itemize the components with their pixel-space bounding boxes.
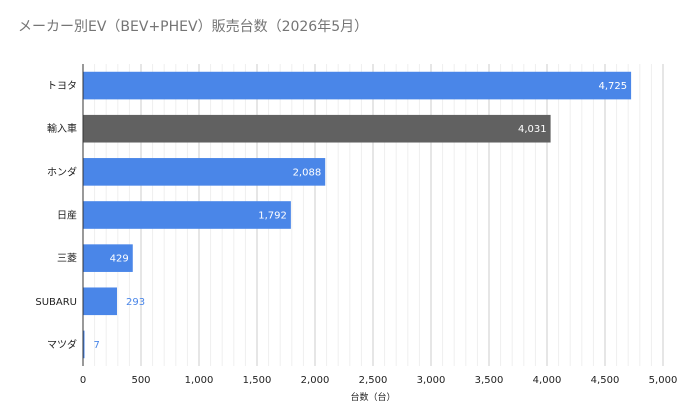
bar <box>83 330 85 359</box>
category-label: 日産 <box>57 209 77 222</box>
x-tick-label: 2,000 <box>301 375 330 386</box>
x-tick-label: 4,000 <box>533 375 562 386</box>
x-tick-label: 2,500 <box>359 375 388 386</box>
x-tick-label: 4,500 <box>591 375 620 386</box>
category-label: SUBARU <box>35 297 77 308</box>
x-tick-label: 500 <box>131 375 150 386</box>
bar <box>83 158 326 186</box>
data-label: 429 <box>110 254 129 265</box>
chart-title: メーカー別EV（BEV+PHEV）販売台数（2026年5月） <box>18 19 369 35</box>
x-axis-label: 台数（台） <box>350 391 395 403</box>
bar <box>83 201 291 229</box>
bar <box>83 287 117 316</box>
category-label: 輸入車 <box>47 122 77 135</box>
x-tick-label: 1,000 <box>185 375 214 386</box>
category-label: ホンダ <box>47 165 77 178</box>
bar <box>83 244 133 272</box>
bar <box>83 71 632 100</box>
category-label: マツダ <box>47 338 77 351</box>
category-label: 三菱 <box>57 253 77 265</box>
x-tick-label: 1,500 <box>243 375 272 386</box>
data-label: 7 <box>94 340 100 351</box>
bar <box>83 114 551 143</box>
data-label: 4,725 <box>598 81 627 92</box>
x-tick-label: 0 <box>80 375 86 386</box>
category-label: トヨタ <box>47 80 77 92</box>
data-label: 4,031 <box>518 124 547 135</box>
data-label: 293 <box>126 297 145 308</box>
data-label: 2,088 <box>293 167 322 178</box>
x-tick-label: 5,000 <box>649 375 678 386</box>
x-tick-label: 3,000 <box>417 375 446 386</box>
data-label: 1,792 <box>258 211 287 222</box>
x-tick-label: 3,500 <box>475 375 504 386</box>
